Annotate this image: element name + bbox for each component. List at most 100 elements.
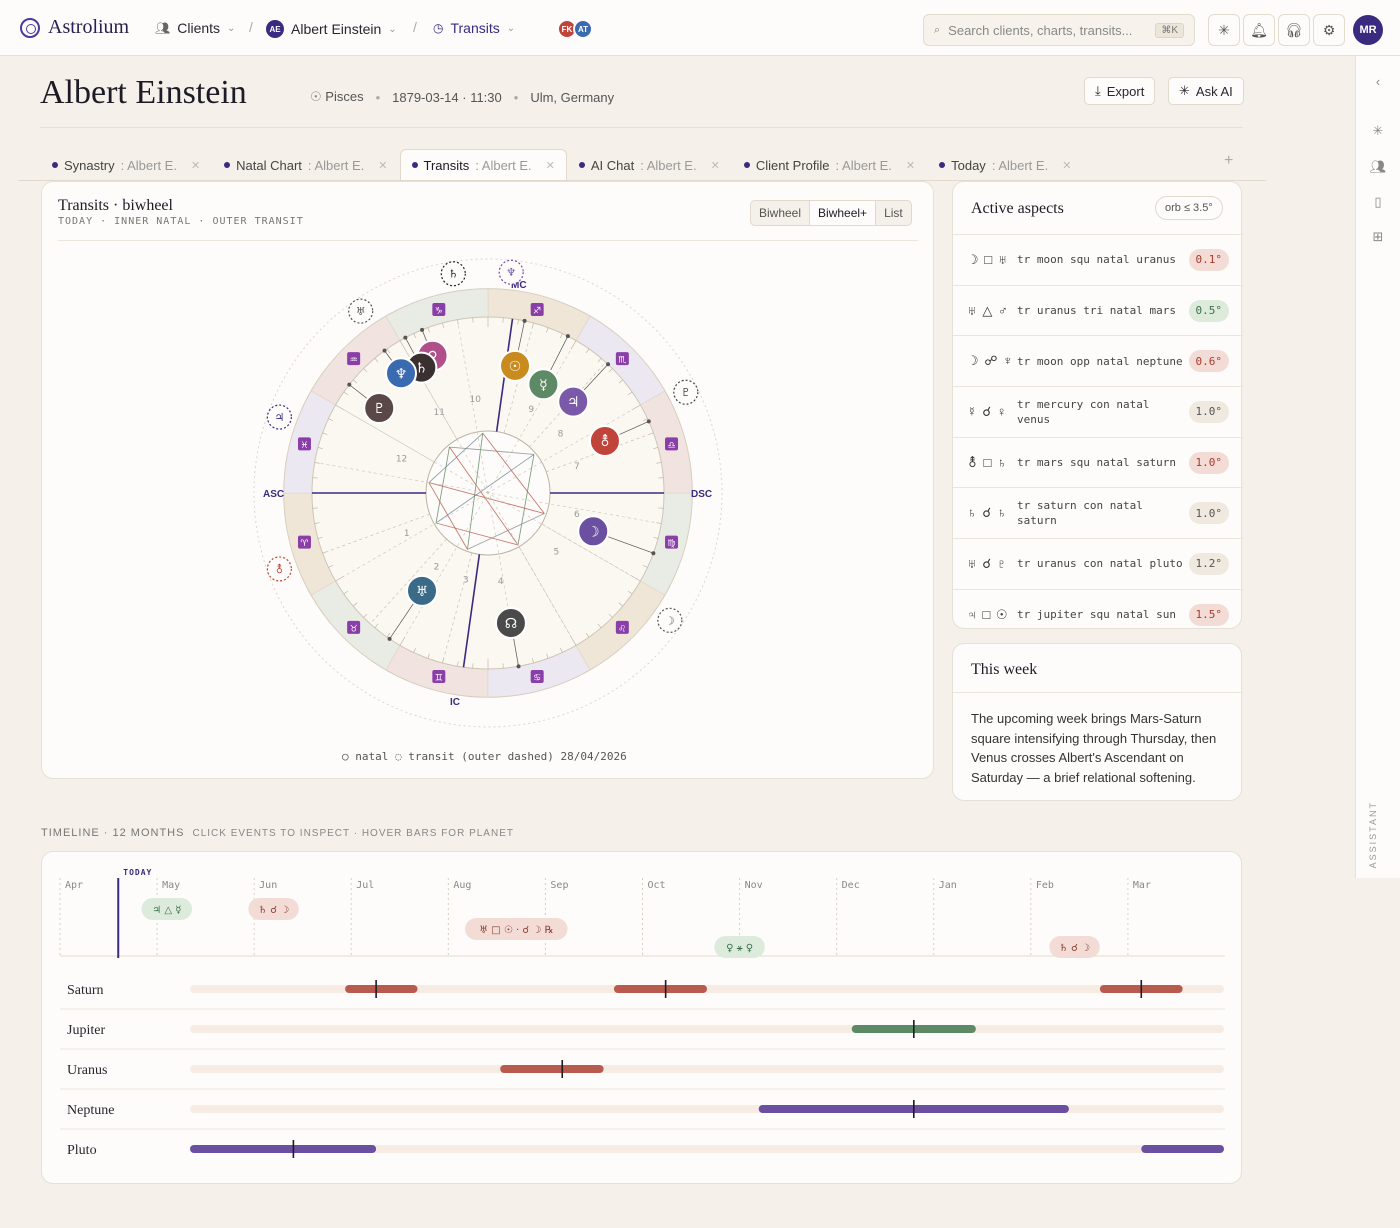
view-biwheel[interactable]: Biwheel	[759, 206, 802, 220]
dashed-aspect	[314, 462, 662, 524]
view-list[interactable]: List	[884, 206, 903, 220]
close-icon[interactable]: ✕	[545, 159, 555, 172]
transit-bar[interactable]	[345, 985, 418, 993]
sparkle-button[interactable]: ✳	[1208, 14, 1240, 46]
natal-planet[interactable]	[499, 349, 532, 382]
tab-ai-chat[interactable]: AI Chat: Albert E. ✕	[567, 149, 732, 180]
aspect-row[interactable]: ☽ □ ♅ tr moon squ natal uranus 0.1°	[953, 234, 1243, 285]
aspect-text: tr mars squ natal saturn	[1017, 455, 1176, 469]
aspect-line	[428, 482, 545, 514]
event-label[interactable]: ♄ ☌ ☽	[258, 905, 289, 916]
book-icon[interactable]: ▯	[1374, 194, 1382, 209]
wheel-legend: ○ natal ◌ transit (outer dashed) 28/04/2…	[342, 750, 627, 763]
tab-natal-chart[interactable]: Natal Chart: Albert E. ✕	[212, 149, 399, 180]
week-title: This week	[971, 661, 1038, 678]
degree-tick	[386, 632, 391, 638]
this-week-card: This week The upcoming week brings Mars-…	[952, 643, 1243, 801]
transit-bar[interactable]	[500, 1065, 604, 1073]
aspect-line	[435, 454, 535, 524]
export-button[interactable]: ⤓ Export	[1084, 77, 1156, 105]
transit-planet[interactable]	[266, 556, 292, 582]
natal-planet[interactable]	[406, 574, 439, 607]
transit-bar[interactable]	[1141, 1145, 1224, 1153]
breadcrumb-client-label: Albert Einstein	[291, 21, 382, 37]
aspect-row[interactable]: ♄ ☌ ♄ tr saturn con natal saturn 1.0°	[953, 487, 1243, 538]
transit-planet[interactable]	[348, 298, 374, 324]
aspect-symbols: ♃ □ ☉	[967, 606, 1009, 622]
transit-planet[interactable]	[266, 404, 292, 430]
aspect-row[interactable]: ⚨ □ ♄ tr mars squ natal saturn 1.0°	[953, 436, 1243, 488]
view-biwheel-plus[interactable]: Biwheel+	[809, 201, 877, 225]
event-label[interactable]: ♅ □ ☉ · ☌ ☽ ℞	[479, 925, 553, 936]
user-avatar[interactable]: MR	[1353, 15, 1383, 45]
search-input[interactable]: ⌕ Search clients, charts, transits... ⌘K	[923, 14, 1195, 46]
ask-ai-button[interactable]: ✳ Ask AI	[1168, 77, 1244, 105]
transit-planet[interactable]	[657, 607, 683, 633]
notifications-button[interactable]: 🔔︎	[1243, 14, 1275, 46]
settings-button[interactable]: ⚙	[1313, 14, 1345, 46]
wheel-card: Transits · biwheel TODAY · INNER NATAL ·…	[41, 181, 934, 779]
close-icon[interactable]: ✕	[710, 159, 720, 172]
event-pill[interactable]	[465, 918, 568, 940]
planet-marker	[403, 335, 408, 340]
support-button[interactable]: 🎧︎	[1278, 14, 1310, 46]
degree-tick	[653, 536, 659, 539]
house-cusp	[442, 552, 473, 664]
breadcrumb-section[interactable]: ◷ Transits ⌄	[433, 20, 515, 36]
aspect-row[interactable]: ☿ ☌ ♀ tr mercury con natal venus 1.0°	[953, 386, 1243, 437]
users-icon[interactable]: 👥︎	[1369, 159, 1387, 174]
sign-badge	[347, 352, 361, 366]
aspect-row[interactable]: ♅ △ ♂ tr uranus tri natal mars 0.5°	[953, 284, 1243, 336]
transit-planet[interactable]	[498, 259, 524, 285]
close-icon[interactable]: ✕	[378, 159, 388, 172]
event-pill[interactable]	[248, 898, 299, 920]
natal-planet[interactable]	[588, 424, 621, 457]
collapse-chevron-icon[interactable]: ‹	[1375, 73, 1381, 89]
aspect-orb-badge: 0.1°	[1188, 248, 1229, 271]
event-label[interactable]: ♃ △ ☿	[152, 905, 181, 916]
transit-planet[interactable]	[440, 261, 466, 287]
tab-synastry[interactable]: Synastry: Albert E. ✕	[40, 149, 212, 180]
natal-planet[interactable]	[494, 606, 527, 639]
aspect-line	[428, 432, 484, 483]
natal-planet[interactable]	[527, 368, 560, 401]
tab-today[interactable]: Today: Albert E. ✕	[927, 149, 1083, 180]
presence-avatar[interactable]: AT	[573, 19, 593, 39]
sign-badge	[297, 535, 311, 549]
close-icon[interactable]: ✕	[190, 159, 201, 172]
event-pill[interactable]	[141, 898, 193, 920]
transit-bar[interactable]	[613, 985, 707, 993]
breadcrumb-clients[interactable]: 👥︎ Clients ⌄	[155, 20, 235, 36]
planet-marker	[606, 362, 611, 367]
transit-planet[interactable]	[673, 379, 699, 405]
event-pill[interactable]	[1049, 936, 1100, 958]
breadcrumb-client[interactable]: AE Albert Einstein ⌄	[266, 20, 397, 38]
close-icon[interactable]: ✕	[1062, 159, 1072, 172]
planet-glyph: ☊	[505, 616, 517, 632]
aspect-row[interactable]: ♃ □ ☉ tr jupiter squ natal sun 1.5°	[953, 588, 1243, 640]
tab-transits[interactable]: Transits: Albert E. ✕	[399, 149, 567, 180]
orb-filter[interactable]: orb ≤ 3.5°	[1155, 196, 1223, 220]
natal-planet[interactable]	[577, 515, 610, 548]
event-label[interactable]: ♄ ☌ ☽	[1059, 943, 1090, 954]
header-divider	[40, 127, 1243, 128]
tab-client-profile[interactable]: Client Profile: Albert E. ✕	[732, 149, 927, 180]
timeline-chart[interactable]: Apr May Jun Jul Aug Sep Oct Nov Dec Jan Feb Mar TODA…	[42, 852, 1243, 1185]
natal-planet[interactable]	[385, 357, 418, 390]
tab-dot	[411, 162, 418, 168]
aspect-row[interactable]: ♅ ☌ ♇ tr uranus con natal pluto 1.2°	[953, 538, 1243, 589]
event-pill[interactable]	[714, 936, 765, 958]
aspect-row[interactable]: ☽ ☍ ♆ tr moon opp natal neptune 0.6°	[953, 335, 1243, 386]
brand[interactable]: Astrolium	[20, 16, 129, 39]
event-label[interactable]: ♀ ⚹ ♀	[726, 943, 753, 954]
sparkle-icon[interactable]: ✳	[1372, 123, 1384, 138]
natal-planet[interactable]	[363, 392, 396, 425]
transit-bar[interactable]	[190, 1145, 377, 1153]
natal-planet[interactable]	[557, 385, 590, 418]
aspect-text: tr moon squ natal uranus	[1017, 253, 1176, 267]
add-tab-button[interactable]: +	[1224, 152, 1234, 169]
presence-avatars: FK AT	[557, 19, 593, 39]
close-icon[interactable]: ✕	[905, 159, 916, 172]
grid-icon[interactable]: ⊞	[1372, 229, 1384, 244]
